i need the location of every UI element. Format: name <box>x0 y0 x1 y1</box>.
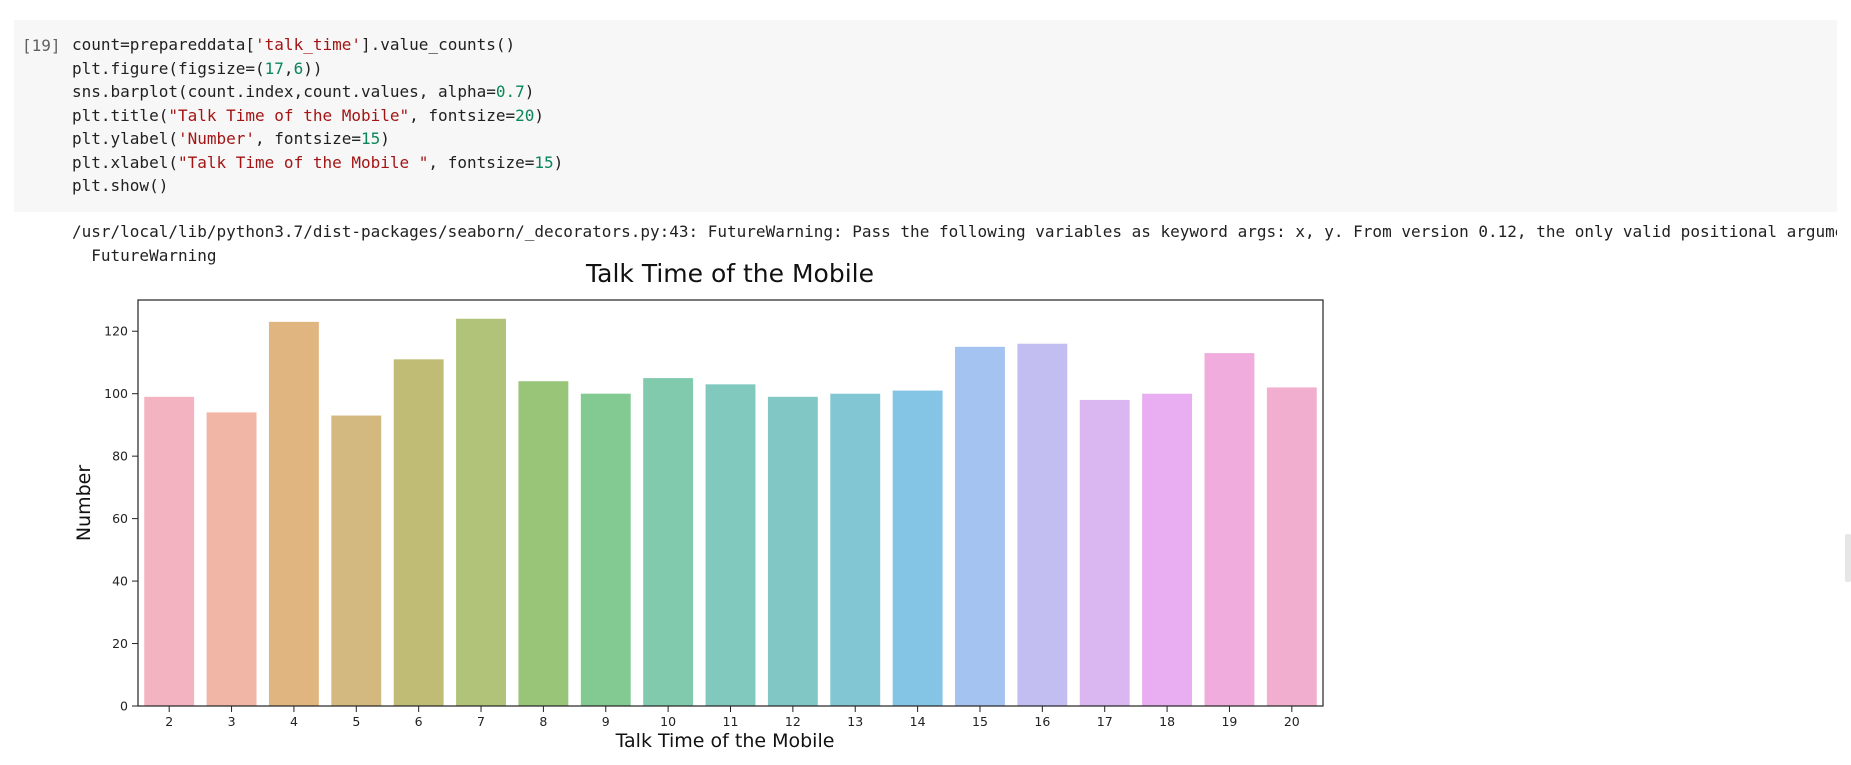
code-token: plt.xlabel( <box>72 152 178 172</box>
bar-2 <box>144 396 195 706</box>
code-line: sns.barplot(count.index,count.values, al… <box>72 82 534 101</box>
code-token: plt.figure(figsize=( <box>72 58 265 78</box>
bar-8 <box>518 381 569 706</box>
chart-title: Talk Time of the Mobile <box>585 260 874 288</box>
bar-6 <box>393 359 444 706</box>
x-tick-label: 19 <box>1221 714 1237 729</box>
bar-18 <box>1142 393 1193 706</box>
x-tick-label: 11 <box>723 714 739 729</box>
bar-7 <box>456 318 506 706</box>
code-token: , fontsize= <box>428 152 535 172</box>
code-token: 'Number' <box>177 129 256 148</box>
warning-line-2: FutureWarning <box>72 245 217 265</box>
x-tick-label: 13 <box>847 714 863 729</box>
y-tick-label: 120 <box>104 324 128 339</box>
code-token: "Talk Time of the Mobile" <box>168 105 410 125</box>
x-tick-label: 12 <box>785 714 801 729</box>
x-tick-label: 2 <box>165 714 173 729</box>
code-token: 'talk_time' <box>255 35 361 54</box>
code-token: , <box>283 58 294 78</box>
y-tick-label: 80 <box>112 449 128 464</box>
code-line: plt.show() <box>72 176 168 195</box>
bar-19 <box>1204 353 1255 706</box>
execution-count[interactable]: [19] <box>22 36 61 55</box>
code-line: plt.ylabel('Number', fontsize=15) <box>72 129 390 148</box>
bar-20 <box>1266 387 1317 706</box>
code-token: 17 <box>264 58 284 78</box>
x-tick-label: 8 <box>539 714 547 729</box>
x-tick-label: 4 <box>290 714 298 729</box>
bar-13 <box>830 393 881 706</box>
code-token: ].value_counts() <box>361 35 516 54</box>
warning-line-1: /usr/local/lib/python3.7/dist-packages/s… <box>72 222 1837 241</box>
bar-3 <box>206 412 257 706</box>
code-token: )) <box>303 58 323 78</box>
y-tick-label: 20 <box>112 636 128 651</box>
code-token: 0.7 <box>495 82 525 101</box>
code-line: plt.title("Talk Time of the Mobile", fon… <box>72 106 544 125</box>
code-token: ) <box>534 105 545 125</box>
code-token: ) <box>524 82 535 101</box>
x-tick-label: 6 <box>415 714 423 729</box>
warning-output: /usr/local/lib/python3.7/dist-packages/s… <box>72 220 1837 267</box>
x-tick-label: 5 <box>352 714 360 729</box>
x-tick-label: 16 <box>1034 714 1050 729</box>
y-tick-label: 100 <box>104 386 128 401</box>
bar-9 <box>580 393 631 706</box>
x-tick-label: 14 <box>910 714 926 729</box>
x-tick-label: 17 <box>1097 714 1113 729</box>
y-tick-label: 40 <box>112 574 128 589</box>
code-token: ) <box>380 129 390 148</box>
code-token: count=prepareddata[ <box>72 35 256 54</box>
x-tick-label: 18 <box>1159 714 1175 729</box>
code-token: sns.barplot(count.index,count.values, al… <box>72 82 496 101</box>
code-token: 6 <box>293 58 304 78</box>
code-text[interactable]: count=prepareddata['talk_time'].value_co… <box>72 33 563 198</box>
code-token: "Talk Time of the Mobile " <box>177 152 429 172</box>
code-line: count=prepareddata['talk_time'].value_co… <box>72 35 515 54</box>
x-axis-label: Talk Time of the Mobile <box>615 730 835 752</box>
y-axis-label: Number <box>73 465 95 542</box>
bar-4 <box>268 321 319 706</box>
x-tick-label: 3 <box>228 714 236 729</box>
x-tick-label: 9 <box>602 714 610 729</box>
code-token: plt.ylabel( <box>72 129 178 148</box>
code-token: 20 <box>515 105 535 125</box>
code-editor[interactable] <box>14 20 1837 212</box>
bar-10 <box>643 378 694 706</box>
scrollbar-thumb[interactable] <box>1845 534 1851 582</box>
x-tick-label: 10 <box>660 714 676 729</box>
code-line: plt.xlabel("Talk Time of the Mobile ", f… <box>72 153 563 172</box>
bar-14 <box>892 390 943 706</box>
x-tick-label: 15 <box>972 714 988 729</box>
code-token: , fontsize= <box>409 105 516 125</box>
code-token: ) <box>553 152 564 172</box>
code-token: , fontsize= <box>255 129 361 148</box>
code-token: plt.show() <box>72 176 169 195</box>
code-line: plt.figure(figsize=(17,6)) <box>72 59 322 78</box>
code-token: 15 <box>534 152 554 172</box>
plot-frame <box>137 299 1324 707</box>
bar-17 <box>1079 399 1130 706</box>
bar-11 <box>705 384 756 706</box>
code-token: plt.title( <box>72 105 169 125</box>
bar-12 <box>767 396 818 706</box>
code-token: 15 <box>361 129 381 148</box>
bar-16 <box>1017 343 1068 706</box>
bar-5 <box>331 415 382 706</box>
x-tick-label: 20 <box>1284 714 1300 729</box>
y-tick-label: 60 <box>112 511 128 526</box>
bar-chart: Talk Time of the Mobile Number Talk Time… <box>73 260 1324 752</box>
x-tick-label: 7 <box>477 714 485 729</box>
bar-15 <box>955 346 1005 706</box>
y-tick-label: 0 <box>120 699 128 714</box>
